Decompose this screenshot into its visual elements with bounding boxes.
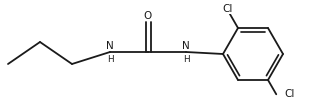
Text: N: N xyxy=(106,41,114,51)
Text: Cl: Cl xyxy=(284,89,295,99)
Text: Cl: Cl xyxy=(223,4,233,14)
Text: O: O xyxy=(144,11,152,21)
Text: H: H xyxy=(183,55,189,64)
Text: N: N xyxy=(182,41,190,51)
Text: H: H xyxy=(107,55,113,64)
